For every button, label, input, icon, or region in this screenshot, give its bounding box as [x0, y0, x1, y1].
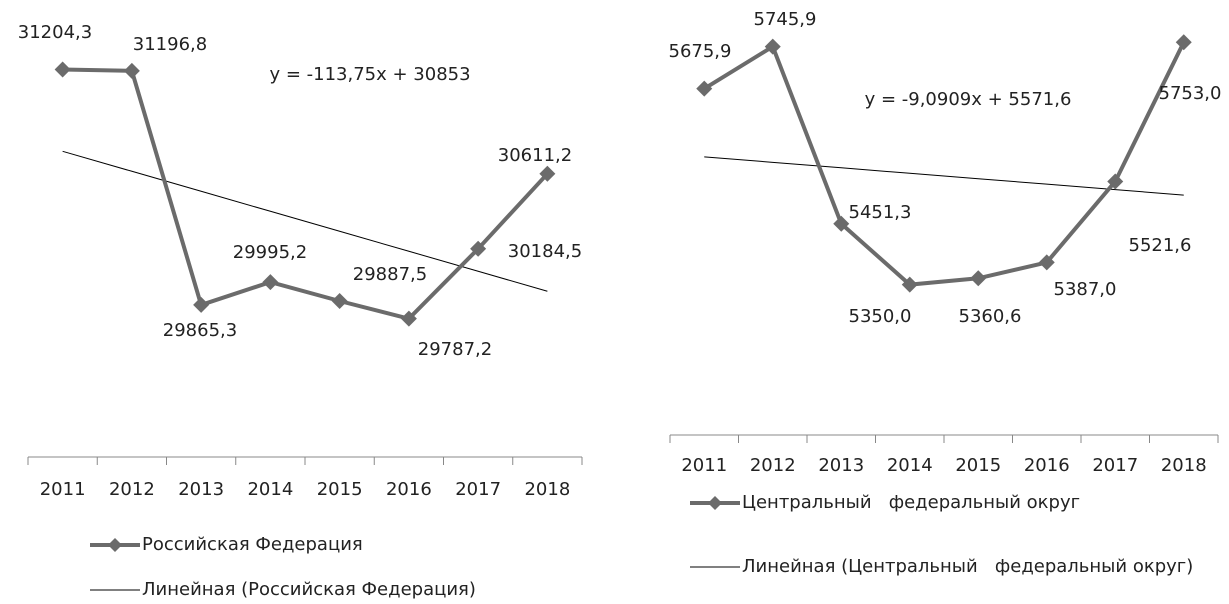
x-tick-label: 2013	[178, 479, 224, 500]
series-line	[62, 67, 549, 321]
trend-line	[704, 156, 1184, 196]
data-label: 5451,3	[849, 202, 912, 223]
x-tick-label: 2014	[247, 479, 293, 500]
marker	[331, 293, 348, 310]
series-line	[703, 41, 1186, 287]
x-tick-label: 2017	[455, 479, 501, 500]
marker	[764, 38, 781, 55]
legend-marker	[108, 538, 122, 552]
data-label: 5360,6	[959, 306, 1022, 327]
marker	[1038, 254, 1055, 271]
marker	[1175, 34, 1192, 51]
x-tick-label: 2011	[681, 455, 727, 476]
data-label: 5745,9	[754, 9, 817, 30]
trend-line	[62, 150, 548, 292]
marker	[696, 80, 713, 97]
data-label: 29887,5	[353, 264, 427, 285]
legend-item: Российская Федерация	[142, 534, 363, 555]
marker	[1107, 173, 1124, 190]
data-label: 31196,8	[133, 34, 207, 55]
marker	[193, 296, 210, 313]
marker	[470, 240, 487, 257]
annotation: y = -9,0909x + 5571,6	[865, 89, 1072, 110]
data-label: 31204,3	[18, 22, 92, 43]
x-tick-label: 2015	[317, 479, 363, 500]
data-label: 30184,5	[508, 241, 582, 262]
legend-item: Центральный федеральный округ	[742, 492, 1081, 513]
data-label: 29865,3	[163, 320, 237, 341]
legend-label: Линейная (Центральный федеральный округ)	[742, 556, 1194, 577]
x-tick-label: 2015	[955, 455, 1001, 476]
x-tick-label: 2013	[818, 455, 864, 476]
x-tick-label: 2012	[109, 479, 155, 500]
legend-item: Линейная (Российская Федерация)	[142, 579, 476, 600]
legend-item: Линейная (Центральный федеральный округ)	[742, 556, 1194, 577]
legend-label: Российская Федерация	[142, 534, 363, 555]
x-tick-label: 2012	[750, 455, 796, 476]
data-label: 5387,0	[1054, 279, 1117, 300]
marker	[123, 62, 140, 79]
data-label: 5350,0	[849, 306, 912, 327]
data-label: 29995,2	[233, 242, 307, 263]
data-label: 5675,9	[669, 41, 732, 62]
marker	[400, 310, 417, 327]
data-label: 5753,0	[1159, 83, 1222, 104]
x-tick-label: 2018	[524, 479, 570, 500]
marker	[970, 270, 987, 287]
x-tick-label: 2016	[386, 479, 432, 500]
marker	[539, 165, 556, 182]
data-label: 30611,2	[498, 145, 572, 166]
annotation: y = -113,75x + 30853	[269, 64, 470, 85]
x-tick-label: 2016	[1024, 455, 1070, 476]
data-label: 5521,6	[1129, 235, 1192, 256]
legend-marker	[708, 496, 722, 510]
marker	[54, 61, 71, 78]
x-tick-label: 2011	[40, 479, 86, 500]
marker	[262, 274, 279, 291]
marker	[901, 276, 918, 293]
x-tick-label: 2014	[887, 455, 933, 476]
legend-label: Линейная (Российская Федерация)	[142, 579, 476, 600]
x-tick-label: 2017	[1092, 455, 1138, 476]
x-tick-label: 2018	[1161, 455, 1207, 476]
data-label: 29787,2	[418, 339, 492, 360]
legend-label: Центральный федеральный округ	[742, 492, 1081, 513]
marker	[833, 215, 850, 232]
